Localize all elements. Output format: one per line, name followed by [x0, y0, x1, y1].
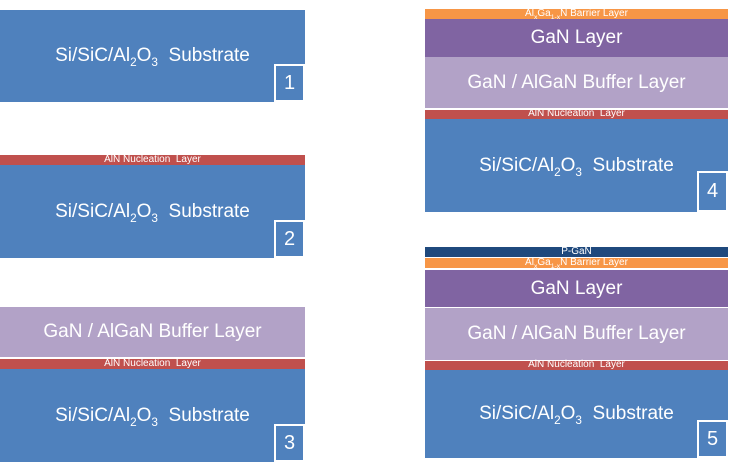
nucleation-label: AlN Nucleation Layer [104, 153, 201, 165]
buffer-label: GaN / AlGaN Buffer Layer [467, 323, 686, 345]
step-number: 2 [283, 227, 296, 250]
stage-1: Si/SiC/Al2O3 Substrate 1 [0, 10, 305, 102]
step-number-badge: 5 [697, 420, 728, 458]
step-number-badge: 2 [274, 220, 305, 258]
nucleation-label: AlN Nucleation Layer [528, 108, 625, 120]
layer-algan-barrier: AlxGa1-xN Barrier Layer [425, 7, 728, 21]
step-number: 3 [283, 431, 296, 454]
substrate-label: Si/SiC/Al2O3 Substrate [479, 403, 674, 427]
buffer-label: GaN / AlGaN Buffer Layer [467, 71, 686, 93]
layer-substrate: Si/SiC/Al2O3 Substrate 2 [0, 165, 305, 258]
step-number-badge: 3 [274, 424, 305, 462]
layer-substrate: Si/SiC/Al2O3 Substrate 1 [0, 10, 305, 102]
layer-substrate: Si/SiC/Al2O3 Substrate 5 [425, 370, 728, 458]
layer-buffer: GaN / AlGaN Buffer Layer [425, 308, 728, 360]
substrate-label: Si/SiC/Al2O3 Substrate [55, 200, 250, 225]
step-number: 5 [706, 427, 719, 450]
substrate-label: Si/SiC/Al2O3 Substrate [479, 154, 674, 179]
layer-gan: GaN Layer [425, 270, 728, 307]
layer-aln-nucleation: AlN Nucleation Layer [0, 357, 305, 369]
layer-buffer: GaN / AlGaN Buffer Layer [0, 307, 305, 357]
layer-aln-nucleation: AlN Nucleation Layer [425, 108, 728, 120]
step-number-badge: 1 [274, 64, 305, 102]
layer-aln-nucleation: AlN Nucleation Layer [0, 153, 305, 165]
layer-pgan: P-GaN [425, 245, 728, 257]
layer-buffer: GaN / AlGaN Buffer Layer [425, 57, 728, 108]
stage-2: AlN Nucleation Layer Si/SiC/Al2O3 Substr… [0, 153, 305, 258]
stage-3: GaN / AlGaN Buffer Layer AlN Nucleation … [0, 307, 305, 462]
step-number: 4 [706, 180, 719, 202]
nucleation-label: AlN Nucleation Layer [104, 357, 201, 369]
buffer-label: GaN / AlGaN Buffer Layer [43, 321, 262, 343]
gan-label: GaN Layer [530, 277, 623, 299]
substrate-label: Si/SiC/Al2O3 Substrate [55, 45, 250, 69]
layer-algan-barrier: AlxGa1-xN Barrier Layer [425, 256, 728, 270]
layer-gan: GaN Layer [425, 19, 728, 57]
layer-substrate: Si/SiC/Al2O3 Substrate 3 [0, 369, 305, 462]
pgan-label: P-GaN [561, 245, 592, 257]
layer-substrate: Si/SiC/Al2O3 Substrate 4 [425, 119, 728, 212]
step-number-badge: 4 [697, 171, 728, 212]
barrier-label: AlxGa1-xN Barrier Layer [525, 7, 628, 21]
stage-5: P-GaN AlxGa1-xN Barrier Layer GaN Layer … [425, 245, 728, 458]
substrate-label: Si/SiC/Al2O3 Substrate [55, 404, 250, 429]
barrier-label: AlxGa1-xN Barrier Layer [525, 256, 628, 270]
gan-label: GaN Layer [530, 27, 623, 49]
step-number: 1 [283, 71, 296, 94]
layer-aln-nucleation: AlN Nucleation Layer [425, 359, 728, 371]
stage-4: AlxGa1-xN Barrier Layer GaN Layer GaN / … [425, 7, 728, 212]
nucleation-label: AlN Nucleation Layer [528, 359, 625, 371]
